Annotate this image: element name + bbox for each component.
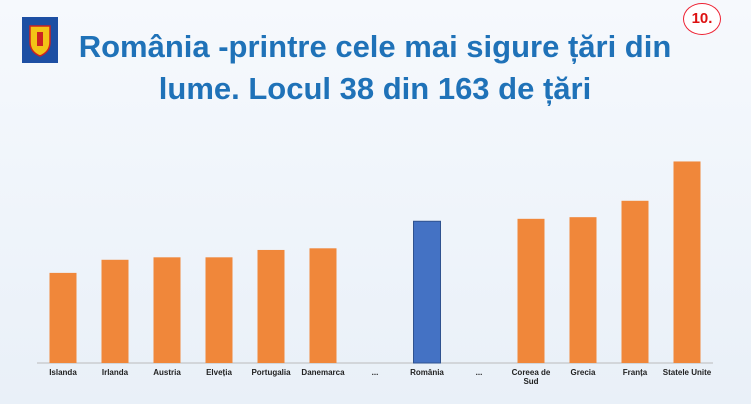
x-tick-label: Danemarca: [301, 368, 345, 377]
bar: [569, 217, 597, 363]
title: România -printre cele mai sigure țări di…: [78, 29, 672, 106]
bar: [101, 259, 129, 363]
bar: [49, 272, 77, 363]
x-tick-label: Portugalia: [251, 368, 291, 377]
bar: [153, 257, 181, 363]
x-tick-label: Austria: [153, 368, 181, 377]
bar: [673, 161, 701, 363]
slide-number: 10.: [683, 3, 721, 35]
emblem-detail: [37, 32, 43, 46]
x-tick-label: ...: [371, 368, 379, 377]
x-tick-label: Elveția: [206, 368, 232, 377]
bar: [309, 248, 337, 363]
x-tick-label: ...: [475, 368, 483, 377]
bar: [621, 200, 649, 363]
x-tick-label: Irlanda: [101, 368, 129, 377]
x-tick-label: Statele Unite: [662, 368, 712, 377]
x-tick-label: Islanda: [49, 368, 77, 377]
x-tick-label: Grecia: [570, 368, 596, 377]
bar: [257, 249, 285, 363]
bar: [205, 257, 233, 363]
x-tick-label: Coreea de Sud: [511, 368, 551, 386]
bar: [517, 218, 545, 363]
bar: [413, 220, 441, 364]
x-tick-label: Franța: [622, 368, 648, 377]
x-tick-label: România: [410, 368, 444, 377]
coat-of-arms: [22, 17, 58, 63]
